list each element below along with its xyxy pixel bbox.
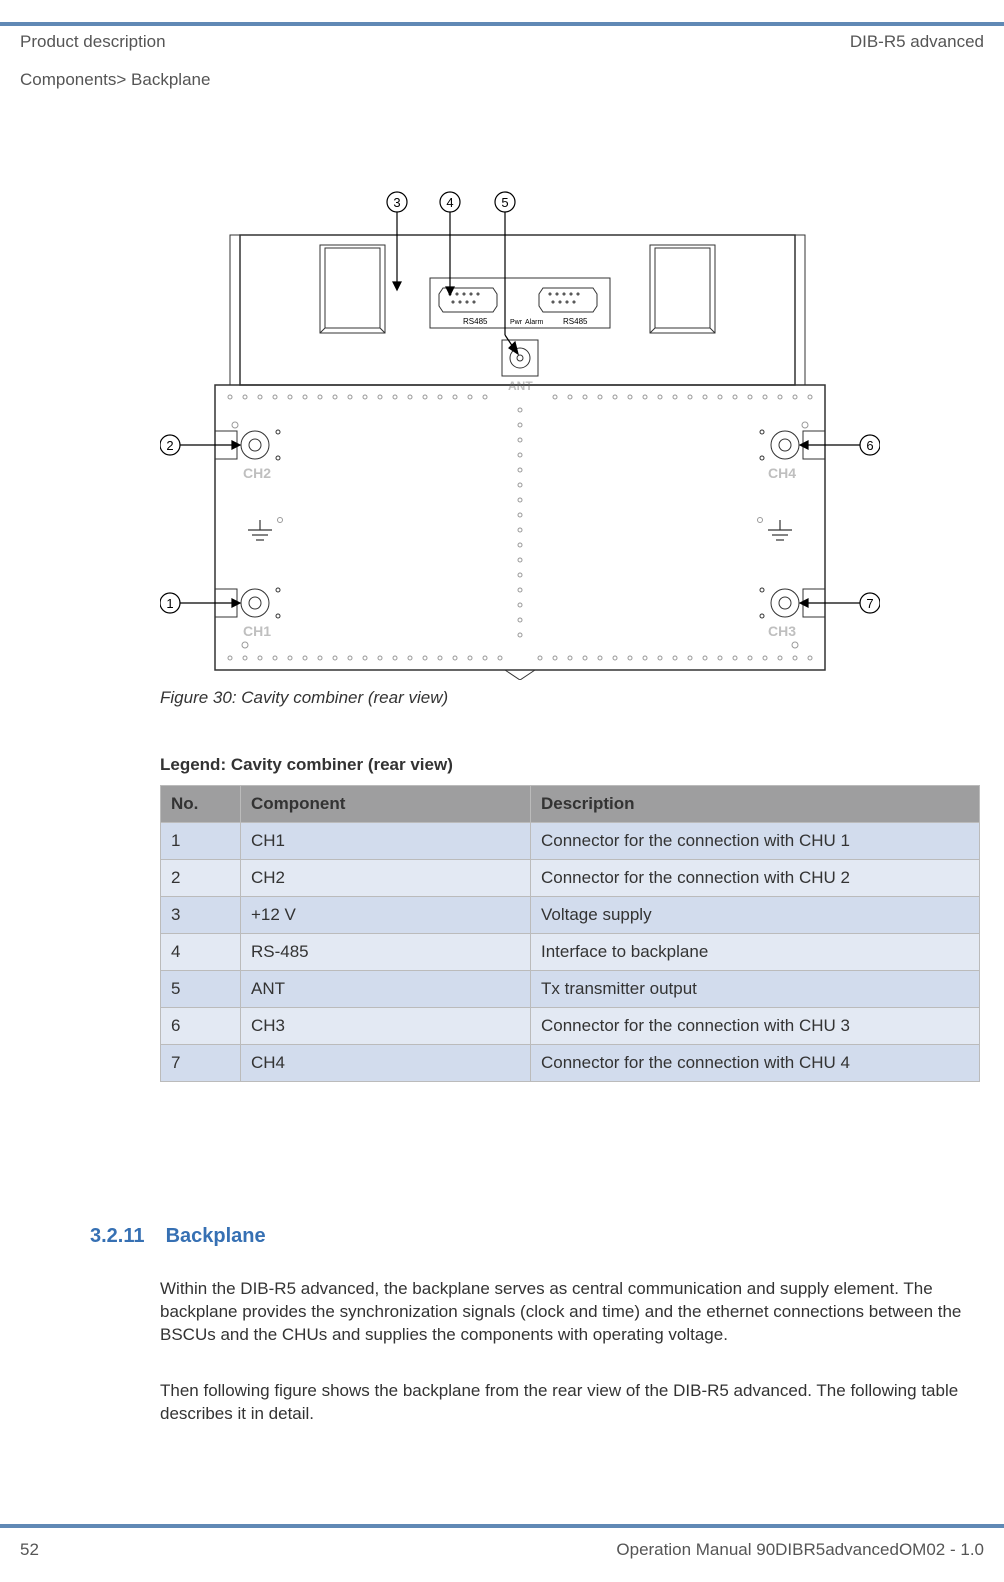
footer-divider xyxy=(0,1524,1004,1528)
label-rs485-right: RS485 xyxy=(563,317,588,326)
callout-1: 1 xyxy=(166,596,173,611)
section-number: 3.2.11 xyxy=(90,1225,160,1248)
table-row: 6CH3Connector for the connection with CH… xyxy=(161,1008,980,1045)
callout-3: 3 xyxy=(393,195,400,210)
legend-col-component: Component xyxy=(241,786,531,823)
page-number: 52 xyxy=(20,1540,39,1560)
label-alarm: Alarm xyxy=(525,319,543,326)
callout-7: 7 xyxy=(866,596,873,611)
legend-title: Legend: Cavity combiner (rear view) xyxy=(160,755,453,775)
header-right: DIB-R5 advanced xyxy=(850,32,984,52)
figure-cavity-combiner: RS485 Pwr Alarm RS485 ANT CH2 xyxy=(160,190,880,680)
table-row: 5ANTTx transmitter output xyxy=(161,971,980,1008)
legend-col-no: No. xyxy=(161,786,241,823)
legend-col-description: Description xyxy=(531,786,980,823)
label-ch1: CH1 xyxy=(243,623,271,639)
section-title: Backplane xyxy=(166,1225,266,1247)
label-ch4: CH4 xyxy=(768,465,796,481)
footer: 52 Operation Manual 90DIBR5advancedOM02 … xyxy=(20,1540,984,1560)
label-ch2: CH2 xyxy=(243,465,271,481)
label-ch3: CH3 xyxy=(768,623,796,639)
section-paragraph-1: Within the DIB-R5 advanced, the backplan… xyxy=(160,1278,980,1347)
header-left: Product description xyxy=(20,32,166,52)
figure-caption: Figure 30: Cavity combiner (rear view) xyxy=(160,688,448,708)
footer-right: Operation Manual 90DIBR5advancedOM02 - 1… xyxy=(616,1540,984,1560)
label-rs485-left: RS485 xyxy=(463,317,488,326)
table-row: 3+12 VVoltage supply xyxy=(161,897,980,934)
callout-4: 4 xyxy=(446,195,453,210)
section-paragraph-2: Then following figure shows the backplan… xyxy=(160,1380,980,1426)
breadcrumb: Components> Backplane xyxy=(20,70,210,90)
table-row: 1CH1Connector for the connection with CH… xyxy=(161,823,980,860)
label-pwr: Pwr xyxy=(510,319,523,326)
label-ant: ANT xyxy=(508,379,533,393)
header: Product description DIB-R5 advanced xyxy=(20,32,984,52)
table-row: 4RS-485Interface to backplane xyxy=(161,934,980,971)
section-heading: 3.2.11 Backplane xyxy=(90,1225,266,1248)
callout-2: 2 xyxy=(166,438,173,453)
callout-5: 5 xyxy=(501,195,508,210)
header-divider xyxy=(0,22,1004,26)
legend-table: No. Component Description 1CH1Connector … xyxy=(160,785,980,1082)
table-row: 7CH4Connector for the connection with CH… xyxy=(161,1045,980,1082)
callout-6: 6 xyxy=(866,438,873,453)
table-row: 2CH2Connector for the connection with CH… xyxy=(161,860,980,897)
